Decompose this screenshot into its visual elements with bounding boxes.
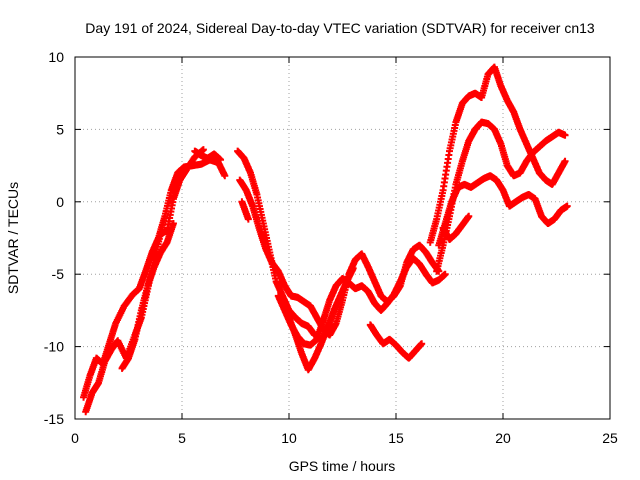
chart-title: Day 191 of 2024, Sidereal Day-to-day VTE…	[85, 20, 595, 36]
y-tick-label: -10	[44, 339, 64, 355]
y-tick-label: 0	[56, 194, 64, 210]
x-tick-label: 5	[178, 430, 186, 446]
x-tick-label: 20	[495, 430, 511, 446]
x-tick-label: 0	[71, 430, 79, 446]
grid-lines	[75, 57, 610, 419]
series-track-e	[234, 147, 319, 339]
data-point	[244, 215, 252, 223]
series-track-n	[439, 212, 473, 243]
data-point	[169, 220, 177, 228]
y-tick-label: 10	[48, 49, 64, 65]
data-point	[217, 156, 225, 164]
series-track-c	[118, 220, 177, 372]
data-point	[561, 131, 569, 139]
x-tick-labels: 0 5 10 15 20 25	[71, 430, 618, 446]
x-tick-label: 15	[388, 430, 404, 446]
series-track-g	[238, 198, 252, 223]
series-track-d	[191, 147, 225, 164]
data-point	[563, 202, 571, 210]
x-tick-label: 25	[602, 430, 618, 446]
y-tick-label: 5	[56, 121, 64, 137]
y-axis-label: SDTVAR / TECUs	[5, 182, 21, 294]
series-track-j	[366, 321, 426, 362]
data-point	[418, 340, 426, 348]
data-point	[441, 270, 449, 278]
data-point	[221, 172, 229, 180]
x-tick-label: 10	[281, 430, 297, 446]
y-tick-label: -5	[52, 266, 65, 282]
data-point	[199, 146, 207, 154]
x-axis-label: GPS time / hours	[289, 458, 396, 474]
series-track-a	[80, 156, 229, 401]
series-track-l	[433, 118, 569, 275]
series-track-i	[285, 264, 357, 374]
data-point	[465, 212, 473, 220]
axis-ticks	[74, 56, 611, 420]
plot-frame	[74, 56, 611, 420]
data-points	[80, 63, 571, 416]
y-tick-labels: -15 -10 -5 0 5 10	[44, 49, 64, 427]
data-point	[349, 264, 357, 272]
data-point	[561, 157, 569, 165]
y-tick-label: -15	[44, 411, 64, 427]
